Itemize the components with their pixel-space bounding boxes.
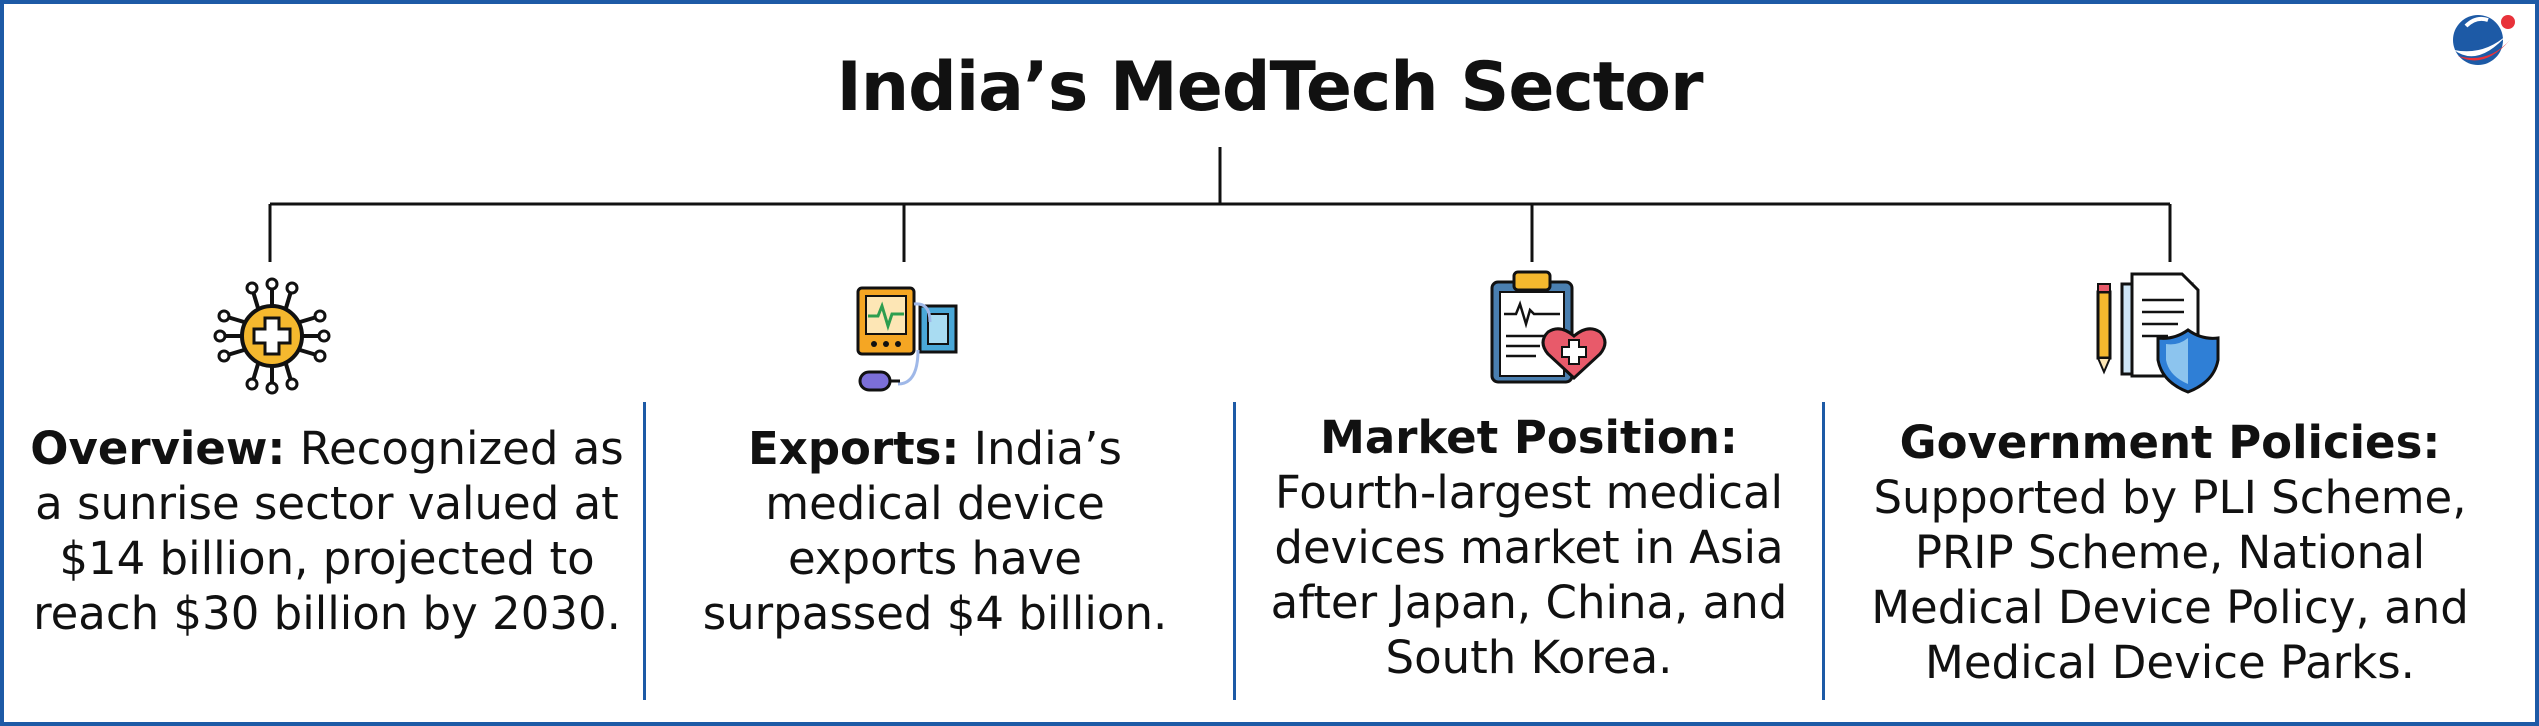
market-position-body: Fourth-largest medical devices market in… — [1270, 466, 1788, 684]
market-position-text: Market Position: Fourth-largest medical … — [1256, 410, 1802, 685]
diagram-title: India’s MedTech Sector — [836, 48, 1703, 127]
exports-text: Exports: India’s medical device exports … — [690, 421, 1180, 641]
column-divider — [643, 402, 646, 700]
exports-heading: Exports: — [748, 422, 960, 475]
medical-device-monitor-icon — [856, 286, 958, 392]
government-policies-heading: Government Policies: — [1899, 416, 2441, 469]
overview-body: Recognized as a sunrise sector valued at… — [33, 422, 624, 640]
overview-text: Overview: Recognized as a sunrise sector… — [22, 421, 632, 641]
market-position-heading: Market Position: — [1320, 411, 1738, 464]
column-divider — [1233, 402, 1236, 700]
government-policies-text: Government Policies: Supported by PLI Sc… — [1852, 415, 2488, 690]
policy-document-shield-icon — [2096, 272, 2220, 394]
circuit-medical-cross-icon — [213, 277, 331, 395]
brand-logo — [2453, 15, 2515, 65]
column-divider — [1822, 402, 1825, 700]
government-policies-body: Supported by PLI Scheme, PRIP Scheme, Na… — [1871, 471, 2469, 689]
clipboard-heart-icon — [1490, 270, 1607, 384]
overview-heading: Overview: — [30, 422, 286, 475]
exports-body: India’s medical device exports have surp… — [702, 422, 1168, 640]
